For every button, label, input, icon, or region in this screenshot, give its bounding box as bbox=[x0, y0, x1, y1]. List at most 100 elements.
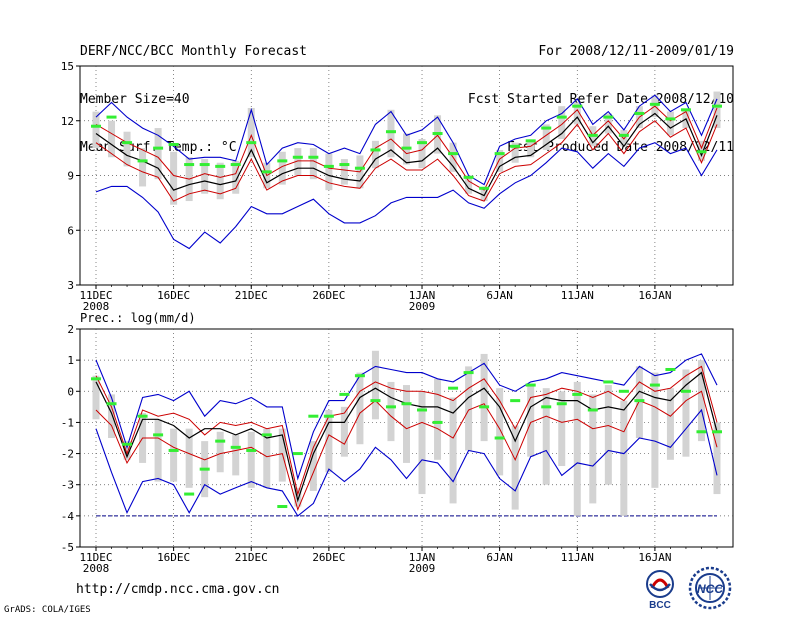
obs-marker bbox=[246, 141, 257, 145]
ensemble-box bbox=[278, 151, 286, 185]
obs-marker bbox=[479, 405, 490, 409]
ensemble-box bbox=[371, 140, 379, 169]
ensemble-box bbox=[496, 388, 504, 476]
obs-marker bbox=[292, 452, 303, 456]
ensemble-box bbox=[527, 140, 535, 158]
x-tick-year: 2009 bbox=[409, 562, 436, 575]
ensemble-box bbox=[465, 175, 473, 194]
obs-marker bbox=[153, 433, 164, 437]
x-tick-label: 16DEC bbox=[157, 289, 190, 302]
obs-marker bbox=[354, 166, 365, 170]
obs-marker bbox=[634, 111, 645, 115]
ensemble-box bbox=[713, 422, 721, 495]
ensemble-box bbox=[558, 391, 566, 467]
x-tick-label: 11DEC bbox=[79, 551, 112, 564]
obs-marker bbox=[122, 141, 133, 145]
ensemble-box bbox=[325, 153, 333, 191]
series-line-max bbox=[95, 353, 718, 481]
obs-marker bbox=[572, 104, 583, 108]
y-tick-label: -1 bbox=[61, 416, 74, 429]
ensemble-box bbox=[635, 366, 643, 438]
y-tick-label: 0 bbox=[67, 385, 74, 398]
obs-marker bbox=[572, 392, 583, 396]
source-url[interactable]: http://cmdp.ncc.cma.gov.cn bbox=[76, 582, 280, 597]
obs-marker bbox=[556, 402, 567, 406]
ensemble-box bbox=[170, 151, 178, 205]
obs-marker bbox=[712, 104, 722, 108]
x-tick-label: 21DEC bbox=[235, 289, 268, 302]
ensemble-box bbox=[92, 375, 100, 420]
obs-marker bbox=[137, 159, 148, 163]
obs-marker bbox=[417, 141, 428, 145]
y-tick-label: 6 bbox=[67, 224, 74, 237]
ensemble-box bbox=[387, 381, 395, 442]
obs-marker bbox=[215, 164, 226, 168]
ensemble-box bbox=[247, 107, 255, 158]
obs-marker bbox=[184, 492, 195, 496]
obs-marker bbox=[261, 433, 272, 437]
y-tick-label: -5 bbox=[61, 541, 74, 554]
ensemble-box bbox=[201, 159, 209, 194]
obs-marker bbox=[323, 414, 334, 418]
bcc-logo-text: BCC bbox=[649, 600, 671, 610]
ensemble-box bbox=[294, 487, 302, 507]
obs-marker bbox=[199, 467, 210, 471]
ensemble-box bbox=[697, 360, 705, 442]
forecast-period: For 2008/12/11-2009/01/19 bbox=[538, 44, 734, 59]
ensemble-box bbox=[465, 366, 473, 451]
obs-marker bbox=[230, 445, 241, 449]
ensemble-box bbox=[154, 419, 162, 482]
obs-marker bbox=[199, 163, 210, 167]
obs-marker bbox=[665, 117, 676, 121]
precip-panel-title: Prec.: log(mm/d) bbox=[80, 311, 196, 325]
obs-marker bbox=[525, 139, 536, 143]
obs-marker bbox=[91, 377, 101, 381]
obs-marker bbox=[308, 155, 319, 159]
ensemble-box bbox=[418, 391, 426, 495]
ensemble-box bbox=[620, 400, 628, 516]
x-tick-label: 11JAN bbox=[561, 289, 594, 302]
ensemble-box bbox=[542, 124, 550, 150]
obs-marker bbox=[712, 430, 722, 434]
ensemble-box bbox=[216, 162, 224, 200]
series-line-mean bbox=[95, 112, 718, 197]
ensemble-box bbox=[573, 102, 581, 125]
y-tick-label: 9 bbox=[67, 170, 74, 183]
x-tick-label: 21DEC bbox=[235, 551, 268, 564]
y-tick-label: 2 bbox=[67, 323, 74, 336]
ensemble-box bbox=[713, 91, 721, 129]
obs-marker bbox=[354, 374, 365, 378]
ensemble-box bbox=[340, 406, 348, 457]
ensemble-box bbox=[340, 159, 348, 185]
x-tick-label: 1JAN bbox=[409, 289, 436, 302]
series-line-min bbox=[95, 408, 718, 517]
ensemble-box bbox=[387, 109, 395, 158]
ensemble-box bbox=[123, 441, 131, 460]
ensemble-box bbox=[108, 120, 116, 158]
obs-marker bbox=[401, 146, 412, 150]
obs-marker bbox=[106, 115, 117, 119]
ensemble-box bbox=[573, 381, 581, 516]
obs-marker bbox=[556, 115, 567, 119]
ensemble-box bbox=[92, 111, 100, 149]
series-line-upper bbox=[95, 365, 718, 496]
series-line-min bbox=[95, 142, 718, 250]
ensemble-box bbox=[309, 148, 317, 180]
obs-marker bbox=[448, 152, 459, 156]
ensemble-box bbox=[542, 388, 550, 485]
ensemble-box bbox=[651, 372, 659, 488]
ensemble-box bbox=[418, 139, 426, 169]
ensemble-box bbox=[309, 441, 317, 491]
obs-marker bbox=[494, 436, 505, 440]
obs-marker bbox=[494, 152, 505, 156]
ensemble-box bbox=[604, 113, 612, 134]
ensemble-box bbox=[247, 431, 255, 488]
obs-marker bbox=[649, 383, 660, 387]
obs-marker bbox=[649, 102, 660, 106]
x-tick-label: 6JAN bbox=[486, 289, 513, 302]
obs-marker bbox=[184, 163, 195, 167]
obs-marker bbox=[618, 133, 629, 137]
ensemble-box bbox=[123, 131, 131, 167]
obs-marker bbox=[665, 367, 676, 371]
